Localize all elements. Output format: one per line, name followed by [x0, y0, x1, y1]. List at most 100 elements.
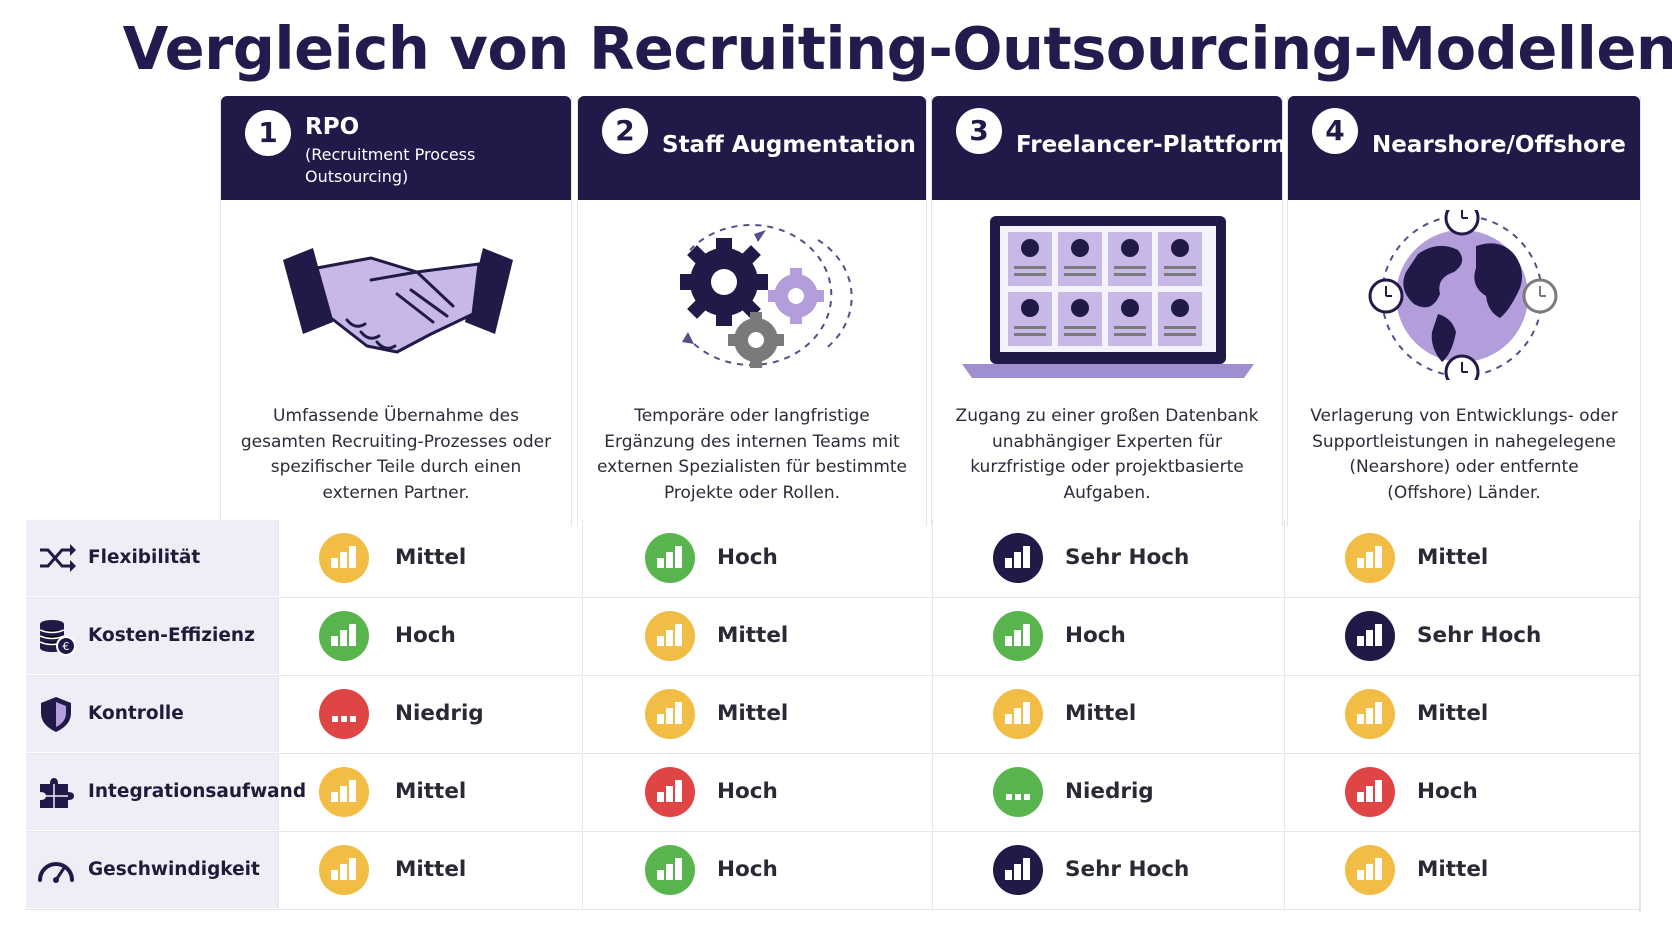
rating-bar — [349, 546, 356, 568]
page-title: Vergleich von Recruiting-Outsourcing-Mod… — [122, 14, 1672, 83]
rating-bar — [657, 714, 664, 724]
rating-bar — [675, 780, 682, 802]
rating-bar — [1005, 870, 1012, 880]
rating-bar — [1023, 858, 1030, 880]
rating-bar — [340, 786, 347, 802]
rating-badge-icon — [1345, 767, 1395, 817]
rating-bar — [349, 624, 356, 646]
rating-bar — [1366, 708, 1373, 724]
model-title: RPO — [305, 114, 360, 140]
model-number: 4 — [1312, 108, 1358, 154]
rating-bar — [675, 858, 682, 880]
rating-bar — [657, 870, 664, 880]
rating-cell: Mittel — [582, 676, 932, 752]
puzzle-icon — [40, 778, 74, 808]
rating-value: Mittel — [717, 701, 789, 726]
rating-cell: Niedrig — [932, 754, 1284, 830]
criteria-row-cost-efficiency: € Kosten-Effizienz Hoch Mittel Hoch Sehr… — [26, 598, 1641, 676]
rating-value: Hoch — [717, 545, 778, 570]
rating-value: Mittel — [717, 623, 789, 648]
rating-bar — [1366, 630, 1373, 646]
criteria-label: Kosten-Effizienz — [88, 625, 255, 646]
criteria-label: Kontrolle — [88, 703, 184, 724]
rating-bar — [675, 702, 682, 724]
rating-bar — [332, 716, 338, 722]
rating-badge-icon — [645, 689, 695, 739]
rating-badge-icon — [645, 767, 695, 817]
rating-cell: Sehr Hoch — [932, 520, 1284, 596]
rating-badge-icon — [645, 533, 695, 583]
coins-euro-icon: € — [39, 620, 76, 656]
rating-cell: Mittel — [1284, 832, 1639, 908]
model-number: 1 — [245, 110, 291, 156]
rating-badge-icon — [319, 845, 369, 895]
rating-value: Sehr Hoch — [1065, 857, 1190, 882]
rating-badge-icon — [319, 533, 369, 583]
rating-bar — [1014, 708, 1021, 724]
rating-cell: Mittel — [278, 520, 582, 596]
rating-badge-icon — [1345, 533, 1395, 583]
rating-bar — [1375, 858, 1382, 880]
rating-bar — [1005, 714, 1012, 724]
model-header: 2 Staff Augmentation — [578, 96, 926, 200]
criteria-label: Flexibilität — [88, 547, 201, 568]
rating-bar — [1014, 864, 1021, 880]
rating-value: Hoch — [717, 779, 778, 804]
row-label: Geschwindigkeit — [26, 832, 278, 908]
rating-value: Hoch — [1417, 779, 1478, 804]
rating-bar — [1005, 558, 1012, 568]
rating-badge-icon — [645, 845, 695, 895]
rating-value: Hoch — [395, 623, 456, 648]
rating-cell: Mittel — [278, 832, 582, 908]
rating-badge-icon — [1345, 611, 1395, 661]
rating-bar — [331, 870, 338, 880]
rating-cell: Mittel — [582, 598, 932, 674]
rating-bar — [1357, 714, 1364, 724]
rating-value: Sehr Hoch — [1417, 623, 1542, 648]
rating-value: Niedrig — [1065, 779, 1154, 804]
gears-icon — [578, 210, 926, 380]
rating-bar — [340, 552, 347, 568]
rating-bar — [1024, 794, 1030, 800]
rating-bar — [1005, 636, 1012, 646]
model-column-nearshore: 4 Nearshore/Offshore Verlagerung von Ent… — [1287, 96, 1641, 526]
rating-cell: Mittel — [1284, 676, 1639, 752]
model-title: Nearshore/Offshore — [1372, 132, 1626, 158]
rating-cell: Mittel — [278, 754, 582, 830]
comparison-grid: Flexibilität Mittel Hoch Sehr Hoch Mitte… — [26, 520, 1641, 912]
rating-bar — [1366, 552, 1373, 568]
rating-badge-icon — [319, 611, 369, 661]
rating-badge-icon — [993, 533, 1043, 583]
rating-value: Hoch — [1065, 623, 1126, 648]
rating-bar — [1366, 786, 1373, 802]
model-title: Staff Augmentation — [662, 132, 916, 158]
rating-badge-icon — [993, 845, 1043, 895]
rating-bar — [1015, 794, 1021, 800]
rating-badge-icon — [993, 611, 1043, 661]
rating-badge-icon — [319, 767, 369, 817]
rating-value: Mittel — [1065, 701, 1137, 726]
rating-bar — [1014, 630, 1021, 646]
rating-badge-icon — [1345, 689, 1395, 739]
svg-text:€: € — [63, 640, 70, 653]
model-header: 4 Nearshore/Offshore — [1288, 96, 1640, 200]
rating-bar — [657, 558, 664, 568]
rating-badge-icon — [319, 689, 369, 739]
rating-bar — [331, 792, 338, 802]
rating-cell: Hoch — [582, 754, 932, 830]
rating-bar — [1375, 702, 1382, 724]
row-label: Kontrolle — [26, 676, 278, 752]
rating-bar — [1375, 780, 1382, 802]
rating-bar — [350, 716, 356, 722]
rating-bar — [1357, 870, 1364, 880]
rating-bar — [675, 546, 682, 568]
shuffle-icon — [40, 544, 76, 572]
model-column-freelancer: 3 Freelancer-Plattformen — [931, 96, 1318, 526]
rating-cell: Hoch — [1284, 754, 1639, 830]
model-description: Umfassende Übernahme des gesamten Recrui… — [240, 406, 552, 503]
model-number: 3 — [956, 108, 1002, 154]
rating-value: Mittel — [1417, 701, 1489, 726]
rating-bar — [340, 864, 347, 880]
rating-bar — [666, 552, 673, 568]
handshake-icon — [221, 210, 571, 380]
